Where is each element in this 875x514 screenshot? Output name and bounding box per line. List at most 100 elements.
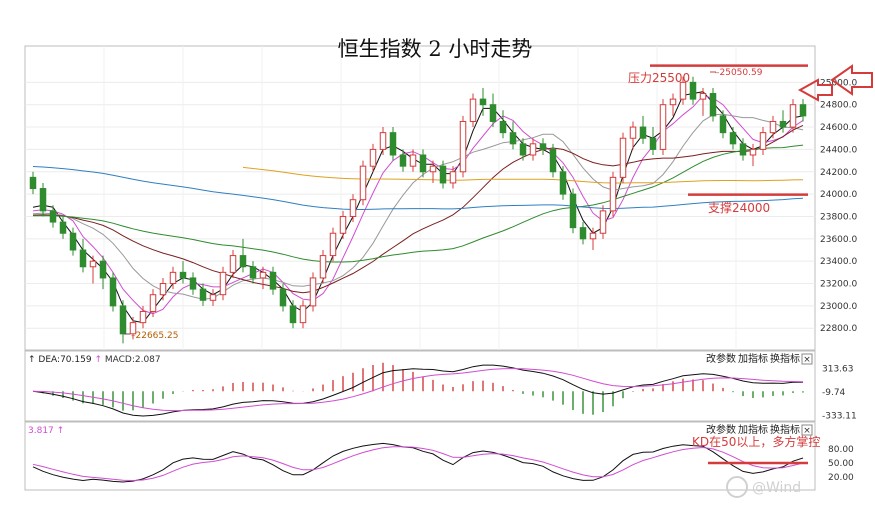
ma-line-3 (32, 91, 804, 324)
kd-tick-label: 80.00 (828, 445, 854, 455)
candle (209, 294, 217, 301)
y-tick-label: 23600.0 (820, 235, 857, 245)
macd-layer (32, 362, 804, 417)
high-value: 25050.59 (720, 68, 763, 78)
candle (239, 255, 247, 268)
y-tick-label: 24200.0 (820, 168, 857, 178)
candle (759, 132, 767, 150)
macd-legend: ↑ DEA:70.159 ↑ MACD:2.087 (28, 355, 161, 365)
macd-arrow: ↑ (94, 355, 102, 365)
macd-change-params-button[interactable]: 改参数 (706, 352, 736, 365)
kd-k-line (32, 442, 804, 483)
candle (159, 283, 167, 296)
candle (609, 176, 617, 212)
macd-tick-label: 313.63 (822, 364, 854, 374)
candle (539, 143, 547, 150)
kd-tick-label: 20.00 (828, 473, 854, 483)
candle (179, 271, 187, 279)
candle (579, 227, 587, 240)
candle (779, 120, 787, 128)
candle (249, 266, 257, 279)
candle (309, 277, 317, 307)
kd-panel (24, 421, 816, 491)
y-tick-label: 23400.0 (820, 257, 857, 267)
candle (799, 104, 807, 117)
candle (379, 132, 387, 150)
y-tick-label: 24000.0 (820, 190, 857, 200)
ma-line-40 (32, 144, 804, 263)
y-tick-label: 24800.0 (820, 101, 857, 111)
chart-title: 恒生指数 2 小时走势 (338, 37, 533, 61)
kd-d-line (32, 446, 804, 482)
candle (219, 271, 227, 296)
kd-add-indicator-button[interactable]: 加指标 (738, 423, 768, 436)
low-value: 22665.25 (136, 331, 179, 341)
macd-add-indicator-button[interactable]: 加指标 (738, 352, 768, 365)
candle (789, 104, 797, 128)
candle (589, 232, 597, 240)
candle (439, 165, 447, 184)
candle (279, 288, 287, 307)
high-annotation: –25050.59 (715, 68, 763, 78)
candle (139, 310, 147, 324)
candle (169, 271, 177, 285)
kd-switch-indicator-button[interactable]: 换指标 (770, 423, 800, 436)
kd-close-icon: × (803, 426, 811, 436)
candle (629, 126, 637, 139)
candle (549, 148, 557, 173)
candle (619, 137, 627, 178)
resistance-label: 压力25500 (628, 71, 690, 85)
candle (399, 154, 407, 167)
y-tick-label: 22800.0 (820, 324, 857, 334)
candle (39, 188, 47, 212)
candle (99, 260, 107, 279)
candle (469, 98, 477, 122)
macd-close-icon: × (803, 355, 811, 365)
candle (59, 221, 67, 234)
macd-tick-label: -333.11 (822, 411, 857, 421)
candle (699, 93, 707, 100)
low-annotation: –22665.25 (131, 331, 178, 341)
candle (599, 210, 607, 234)
candle (509, 132, 517, 145)
candle (49, 210, 57, 223)
macd-switch-indicator-button[interactable]: 换指标 (770, 352, 800, 365)
kd-legend: 3.817 ↑ (28, 426, 64, 436)
watermark: @Wind (752, 480, 801, 496)
candle (739, 143, 747, 156)
candle (499, 120, 507, 134)
main-y-ticks: 25000.0 24800.0 24600.0 24400.0 24200.0 24000… (820, 78, 857, 334)
candle (119, 305, 127, 335)
candle (669, 98, 677, 106)
kd-change-params-button[interactable]: 改参数 (706, 423, 736, 436)
macd-dif-line (32, 364, 803, 417)
candle (69, 232, 77, 251)
candle (659, 104, 667, 150)
macd-tick-label: -9.74 (822, 388, 846, 398)
candle (389, 132, 397, 156)
macd-close-button[interactable] (801, 353, 813, 365)
y-tick-label: 24400.0 (820, 145, 857, 155)
kd-close-button[interactable] (801, 424, 813, 436)
y-tick-label: 23200.0 (820, 280, 857, 290)
watermark-logo-icon (726, 476, 748, 498)
candle (409, 154, 417, 167)
ma-line-5 (32, 95, 804, 315)
candle (419, 154, 427, 173)
kd-annotation: KD在50以上，多方掌控 (692, 434, 820, 449)
macd-dea-label: DEA:70.159 (38, 355, 91, 365)
candle (709, 93, 717, 117)
candle (429, 165, 437, 173)
kd-value-label: 3.817 (28, 426, 54, 436)
candle (299, 305, 307, 324)
candle (149, 294, 157, 312)
candle (269, 271, 277, 290)
y-tick-label: 25000.0 (820, 78, 857, 88)
candle (479, 98, 487, 106)
arrow-right-icon (830, 64, 873, 96)
candle (519, 143, 527, 156)
candle (109, 277, 117, 307)
candle (189, 277, 197, 290)
kd-tick-label: 50.00 (828, 459, 854, 469)
